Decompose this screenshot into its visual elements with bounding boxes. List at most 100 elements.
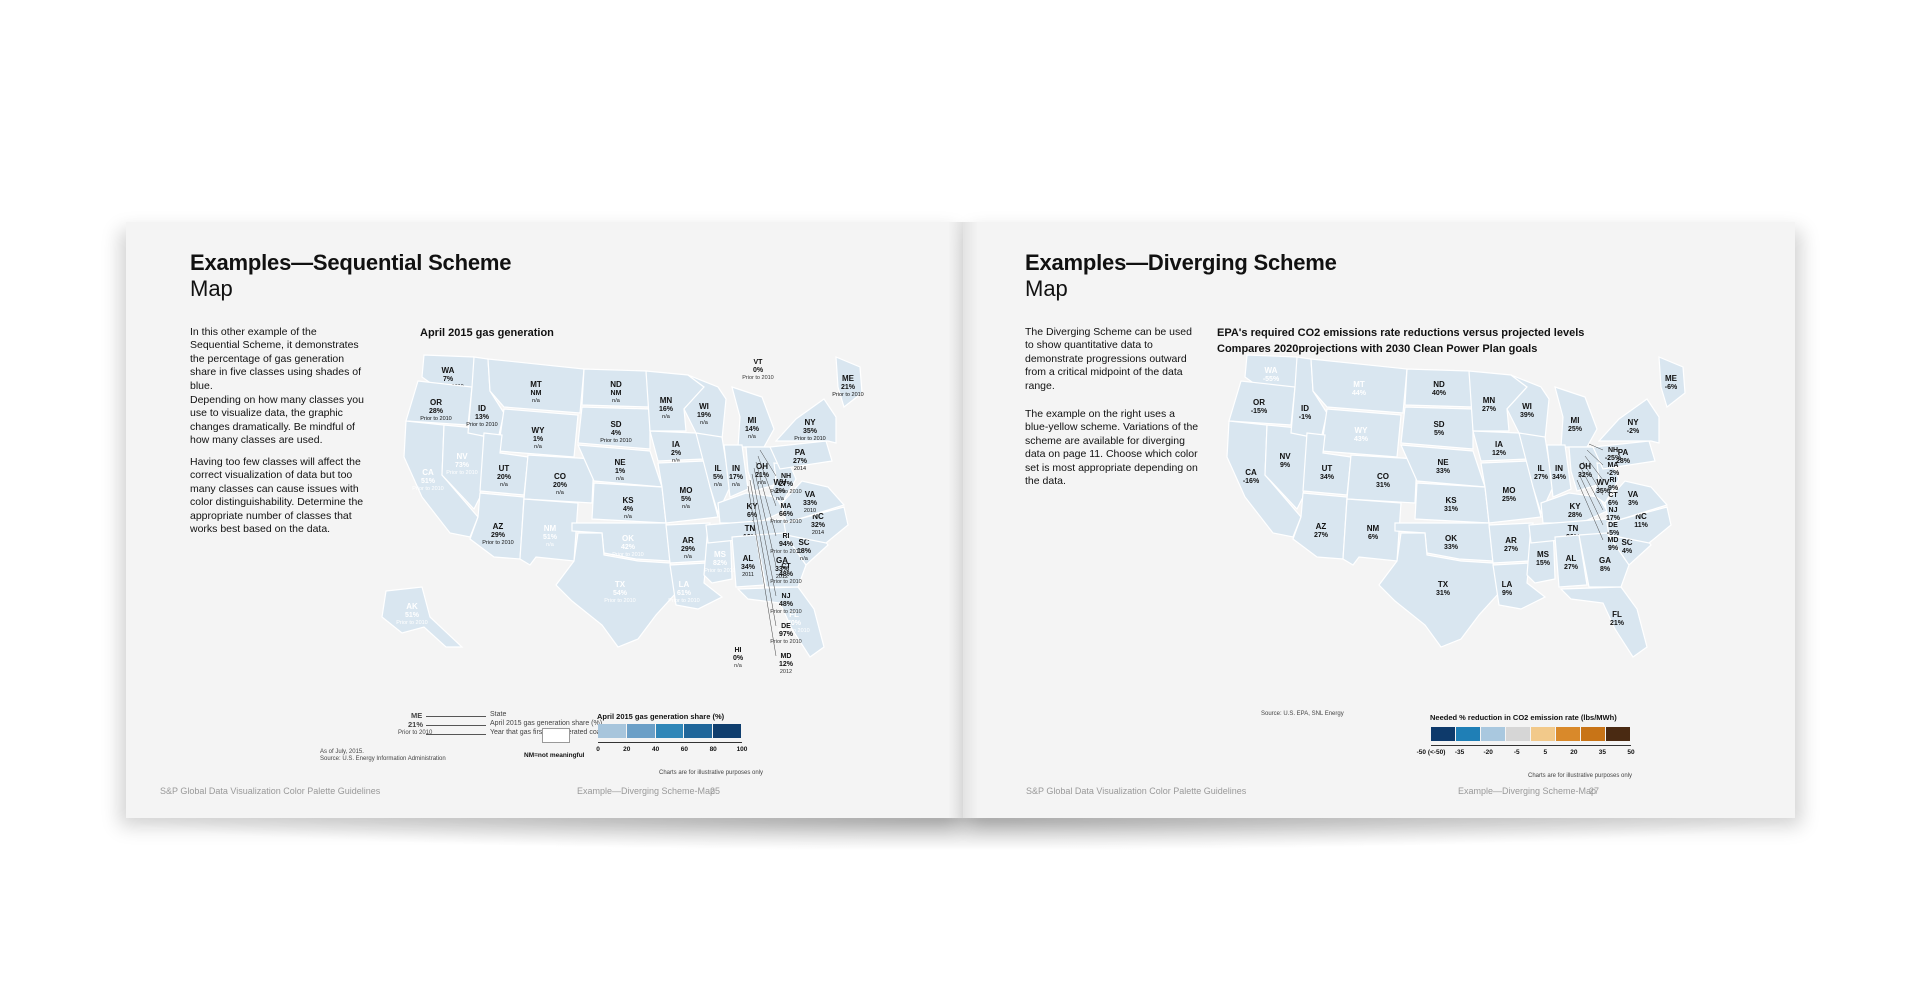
callout-value: 27% xyxy=(779,481,794,488)
state-value: -15% xyxy=(1251,408,1268,415)
state-label: NV xyxy=(456,452,468,461)
state-label: IA xyxy=(672,440,680,449)
state-year: n/a xyxy=(662,414,671,420)
nm-label: NM=not meaningful xyxy=(524,752,584,759)
state-value: 13% xyxy=(475,414,490,421)
callout-year: Prior to 2010 xyxy=(770,489,802,495)
legend-swatch xyxy=(1606,727,1630,741)
state-label: NE xyxy=(1437,458,1449,467)
callout-value: 94% xyxy=(779,541,794,548)
state-label: CO xyxy=(1377,472,1389,481)
state-year: n/a xyxy=(624,514,633,520)
callout-state: NH xyxy=(781,473,791,480)
callout-state: NJ xyxy=(1609,507,1618,514)
state-value: 29% xyxy=(491,532,506,539)
callout-state: MD xyxy=(1608,537,1619,544)
callout-state: RI xyxy=(1610,477,1617,484)
callout-year: Prior to 2010 xyxy=(770,579,802,585)
callout-value: -25% xyxy=(1605,455,1622,462)
legend-swatch xyxy=(1431,727,1455,741)
footer-section: Example—Diverging Scheme-Map xyxy=(577,786,715,796)
state-value: 2% xyxy=(671,450,682,457)
state-label: AK xyxy=(406,602,418,611)
state-label: MT xyxy=(1353,380,1365,389)
key-year: Prior to 2010 xyxy=(398,730,432,736)
state-ak xyxy=(382,587,462,647)
state-year: Prior to 2010 xyxy=(482,540,514,546)
state-value: 5% xyxy=(1434,430,1445,437)
legend-tick: 5 xyxy=(1543,749,1547,756)
state-label: OR xyxy=(1253,398,1265,407)
state-label: CA xyxy=(1245,468,1257,477)
right-page: Examples—Diverging Scheme Map The Diverg… xyxy=(963,222,1795,818)
state-value: 51% xyxy=(405,612,420,619)
legend-swatch xyxy=(713,724,741,738)
state-label: WA xyxy=(442,366,455,375)
state-year: n/a xyxy=(612,398,621,404)
state-label: ID xyxy=(478,404,486,413)
state-label: WY xyxy=(532,426,546,435)
state-label: NM xyxy=(544,524,557,533)
disclaimer: Charts are for illustrative purposes onl… xyxy=(1528,773,1632,779)
key-leader xyxy=(426,725,486,726)
footer-left: S&P Global Data Visualization Color Pale… xyxy=(1026,786,1246,796)
legend-tick: 80 xyxy=(710,746,717,753)
source-note: Source: U.S. EPA, SNL Energy xyxy=(1261,711,1344,717)
state-value: -6% xyxy=(1665,384,1678,391)
page-subtitle: Map xyxy=(190,276,233,302)
state-value: 34% xyxy=(1320,474,1335,481)
legend-title: April 2015 gas generation share (%) xyxy=(597,712,724,721)
legend-title: Needed % reduction in CO2 emission rate … xyxy=(1430,713,1617,722)
state-value: 33% xyxy=(1436,468,1451,475)
legend-tick: 60 xyxy=(681,746,688,753)
state-label: IA xyxy=(1495,440,1503,449)
note: As of July, 2015. xyxy=(320,749,364,755)
callout-value: -5% xyxy=(1607,530,1620,537)
state-label: AZ xyxy=(1316,522,1327,531)
legend-swatch xyxy=(1531,727,1555,741)
state-value: 40% xyxy=(1432,390,1447,397)
source-note: Source: U.S. Energy Information Administ… xyxy=(320,756,446,762)
callout-leader xyxy=(1589,444,1603,450)
state-value: 44% xyxy=(1352,390,1367,397)
state-value: 20% xyxy=(497,474,512,481)
state-label: KS xyxy=(622,496,634,505)
callout-year: Prior to 2010 xyxy=(742,375,774,381)
state-value: 27% xyxy=(1482,406,1497,413)
state-label: OR xyxy=(430,398,442,407)
legend-axis xyxy=(1431,745,1631,746)
state-value: 54% xyxy=(613,590,628,597)
state-value: 9% xyxy=(1280,462,1291,469)
state-year: n/a xyxy=(556,490,565,496)
body-paragraph: The Diverging Scheme can be used to show… xyxy=(1025,326,1200,393)
callout-leader xyxy=(1585,456,1603,480)
callout-state: DE xyxy=(781,623,791,630)
state-value: 12% xyxy=(1492,450,1507,457)
state-label: SD xyxy=(1433,420,1444,429)
state-year: n/a xyxy=(546,542,555,548)
state-label: VA xyxy=(805,490,816,499)
key-leader xyxy=(426,716,486,717)
state-year: Prior to 2010 xyxy=(446,470,478,476)
legend-tick: 0 xyxy=(596,746,600,753)
footer-left: S&P Global Data Visualization Color Pale… xyxy=(160,786,380,796)
state-value: 31% xyxy=(1436,590,1451,597)
legend-tick: 20 xyxy=(623,746,630,753)
state-year: Prior to 2010 xyxy=(412,486,444,492)
state-label: NY xyxy=(804,418,816,427)
state-year: Prior to 2010 xyxy=(466,422,498,428)
state-label: KS xyxy=(1445,496,1457,505)
key-value: 21% xyxy=(408,720,423,729)
page-subtitle: Map xyxy=(1025,276,1068,302)
state-year: n/a xyxy=(616,476,625,482)
page-title: Examples—Sequential Scheme xyxy=(190,250,511,276)
legend-tick: -35 xyxy=(1455,749,1464,756)
callout-value: 12% xyxy=(779,661,794,668)
callout-year: Prior to 2010 xyxy=(770,519,802,525)
legend-swatch xyxy=(598,724,626,738)
key-leader xyxy=(426,734,486,735)
state-label: NE xyxy=(614,458,626,467)
legend-swatch xyxy=(684,724,712,738)
state-value: -16% xyxy=(1243,478,1260,485)
callout-state: VT xyxy=(754,359,764,366)
